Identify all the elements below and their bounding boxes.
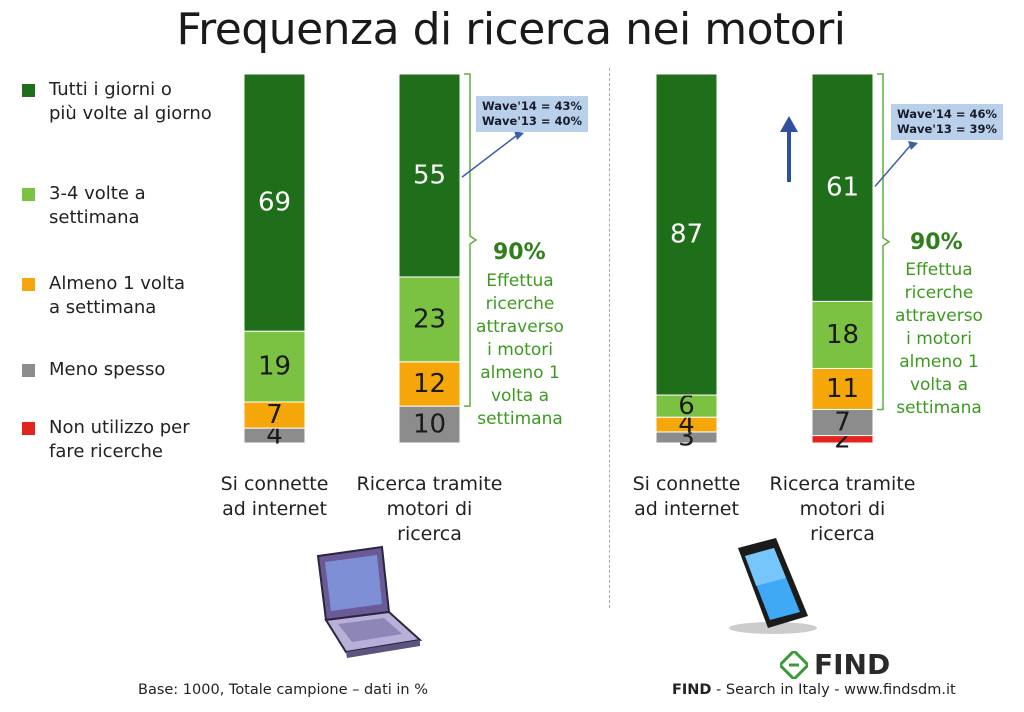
summary-note-pc: Effettua ricerche attraverso i motori al… <box>476 271 564 429</box>
legend-swatch <box>22 364 35 377</box>
bar-value-label: 87 <box>670 220 703 250</box>
bar-value-label: 7 <box>834 408 851 438</box>
wave-13-smartphone: Wave'13 = 39% <box>897 122 998 136</box>
page-title: Frequenza di ricerca nei motori <box>176 4 846 55</box>
find-logo-icon <box>780 650 808 679</box>
bar-value-label: 19 <box>258 352 291 382</box>
category-label: ricerca <box>397 523 462 545</box>
bar-value-label: 11 <box>826 374 859 404</box>
bar-value-label: 61 <box>826 173 859 203</box>
bar-segment <box>398 405 461 444</box>
legend-swatch <box>22 84 35 97</box>
legend-swatch <box>22 188 35 201</box>
wave-comparison-box-smartphone: Wave'14 = 46% Wave'13 = 39% <box>891 104 1004 140</box>
bar-value-label: 23 <box>413 304 446 334</box>
bar-segment <box>398 361 461 407</box>
footer-base-note: Base: 1000, Totale campione – dati in % <box>138 682 428 698</box>
legend-label: Almeno 1 volta a settimana <box>49 273 185 318</box>
bar-segment <box>811 300 874 369</box>
legend-swatch <box>22 278 35 291</box>
pointer-arrow-head <box>908 141 918 150</box>
find-logo-text: FIND <box>814 648 891 681</box>
category-label: motori di <box>387 498 473 520</box>
wave-14-pc: Wave'14 = 43% <box>482 99 583 113</box>
bar-value-label: 69 <box>258 188 291 218</box>
summary-percent-smartphone: 90% <box>910 230 963 255</box>
wave-14-smartphone: Wave'14 = 46% <box>897 107 998 121</box>
category-label: Si connette <box>633 473 741 495</box>
category-label: Ricerca tramite <box>357 473 503 495</box>
legend-swatch <box>22 422 35 435</box>
bar-value-label: 18 <box>826 320 859 350</box>
bar-segment <box>398 73 461 278</box>
wave-13-pc: Wave'13 = 40% <box>482 114 583 128</box>
legend-label: Tutti i giorni o più volte al giorno <box>49 79 212 124</box>
bar-value-label: 12 <box>413 369 446 399</box>
legend-item: Almeno 1 volta a settimana <box>22 272 185 320</box>
bar-segment <box>811 73 874 302</box>
bar-segment <box>243 330 306 403</box>
divider <box>609 68 610 608</box>
pointer-arrow <box>874 145 911 187</box>
pointer-arrow <box>461 135 517 178</box>
summary-percent-pc: 90% <box>493 240 546 265</box>
footer-brand: FIND - Search in Italy - www.findsdm.it <box>672 682 956 698</box>
pointer-arrow-head <box>514 131 524 140</box>
summary-note-smartphone: Effettua ricerche attraverso i motori al… <box>895 260 983 418</box>
category-label: ad internet <box>634 498 739 520</box>
legend-label: 3-4 volte a settimana <box>49 183 146 228</box>
bar-value-label: 6 <box>678 391 695 421</box>
up-arrow-icon <box>780 116 798 182</box>
category-label: Ricerca tramite <box>770 473 916 495</box>
bar-value-label: 55 <box>413 160 446 190</box>
bar-segment <box>243 73 306 332</box>
legend-item: Meno spesso <box>22 358 165 382</box>
bar-segment <box>811 367 874 410</box>
footer-brand-tail: - Search in Italy - www.findsdm.it <box>711 682 956 698</box>
laptop-icon <box>316 545 423 658</box>
bar-segment <box>398 276 461 363</box>
find-logo: FIND <box>780 648 890 681</box>
legend-label: Meno spesso <box>49 359 166 380</box>
category-label: motori di <box>800 498 886 520</box>
footer-brand-name: FIND <box>672 682 712 698</box>
category-label: Si connette <box>221 473 329 495</box>
bar-value-label: 10 <box>413 410 446 440</box>
legend-item: 3-4 volte a settimana <box>22 182 146 230</box>
bar-segment <box>655 73 718 396</box>
bar-value-label: 7 <box>266 400 283 430</box>
wave-comparison-box-pc: Wave'14 = 43% Wave'13 = 40% <box>476 96 589 132</box>
category-label: ricerca <box>810 523 875 545</box>
bracket <box>464 73 478 407</box>
smartphone-icon <box>729 538 817 634</box>
legend-item: Non utilizzo per fare ricerche <box>22 416 190 464</box>
category-label: ad internet <box>222 498 327 520</box>
legend-label: Non utilizzo per fare ricerche <box>49 417 190 462</box>
bracket <box>877 73 891 411</box>
legend-item: Tutti i giorni o più volte al giorno <box>22 78 212 126</box>
